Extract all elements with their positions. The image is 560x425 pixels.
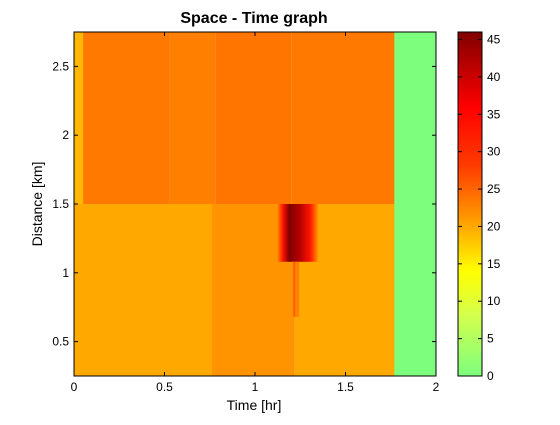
colorbar-tick-label-4: 20 [487,219,501,233]
colorbar-gradient [457,31,483,377]
heatmap-region-8 [394,32,436,376]
y-tick-label-3: 2 [62,128,69,142]
colorbar-tick-label-5: 25 [487,182,501,196]
heatmap-region-2 [169,32,216,204]
x-tick-label-2: 1 [252,380,259,394]
chart-title: Space - Time graph [180,10,327,27]
heatmap-region-5 [74,204,212,376]
colorbar-tick-label-9: 45 [487,32,501,46]
colorbar-tick-label-3: 15 [487,257,501,271]
x-axis-label: Time [hr] [227,397,282,413]
y-axis-label: Distance [km] [29,162,45,247]
x-axis: 0 0.5 1 1.5 2 [71,32,440,394]
heatmap-region-3 [215,32,292,204]
y-tick-label-0: 0.5 [52,335,69,349]
colorbar: 0 5 10 15 20 25 30 35 40 45 [457,31,501,383]
colorbar-tick-label-1: 5 [487,332,494,346]
plot-area [74,32,436,376]
y-tick-label-1: 1 [62,266,69,280]
x-tick-label-1: 0.5 [156,380,173,394]
heatmap-hotspot-0 [276,204,319,262]
heatmap-region-0 [74,32,84,204]
colorbar-tick-label-0: 0 [487,369,494,383]
heatmap-hotspot-1 [292,261,300,317]
x-tick-label-0: 0 [71,380,78,394]
y-tick-label-2: 1.5 [52,197,69,211]
y-axis: 0.5 1 1.5 2 2.5 [52,59,436,349]
colorbar-tick-label-7: 35 [487,107,501,121]
y-tick-label-4: 2.5 [52,59,69,73]
x-tick-label-3: 1.5 [337,380,354,394]
colorbar-tick-label-8: 40 [487,70,501,84]
heatmap-region-4 [291,32,400,204]
colorbar-tick-label-2: 10 [487,294,501,308]
heatmap-region-1 [83,32,170,204]
colorbar-tick-label-6: 30 [487,145,501,159]
x-tick-label-4: 2 [433,380,440,394]
